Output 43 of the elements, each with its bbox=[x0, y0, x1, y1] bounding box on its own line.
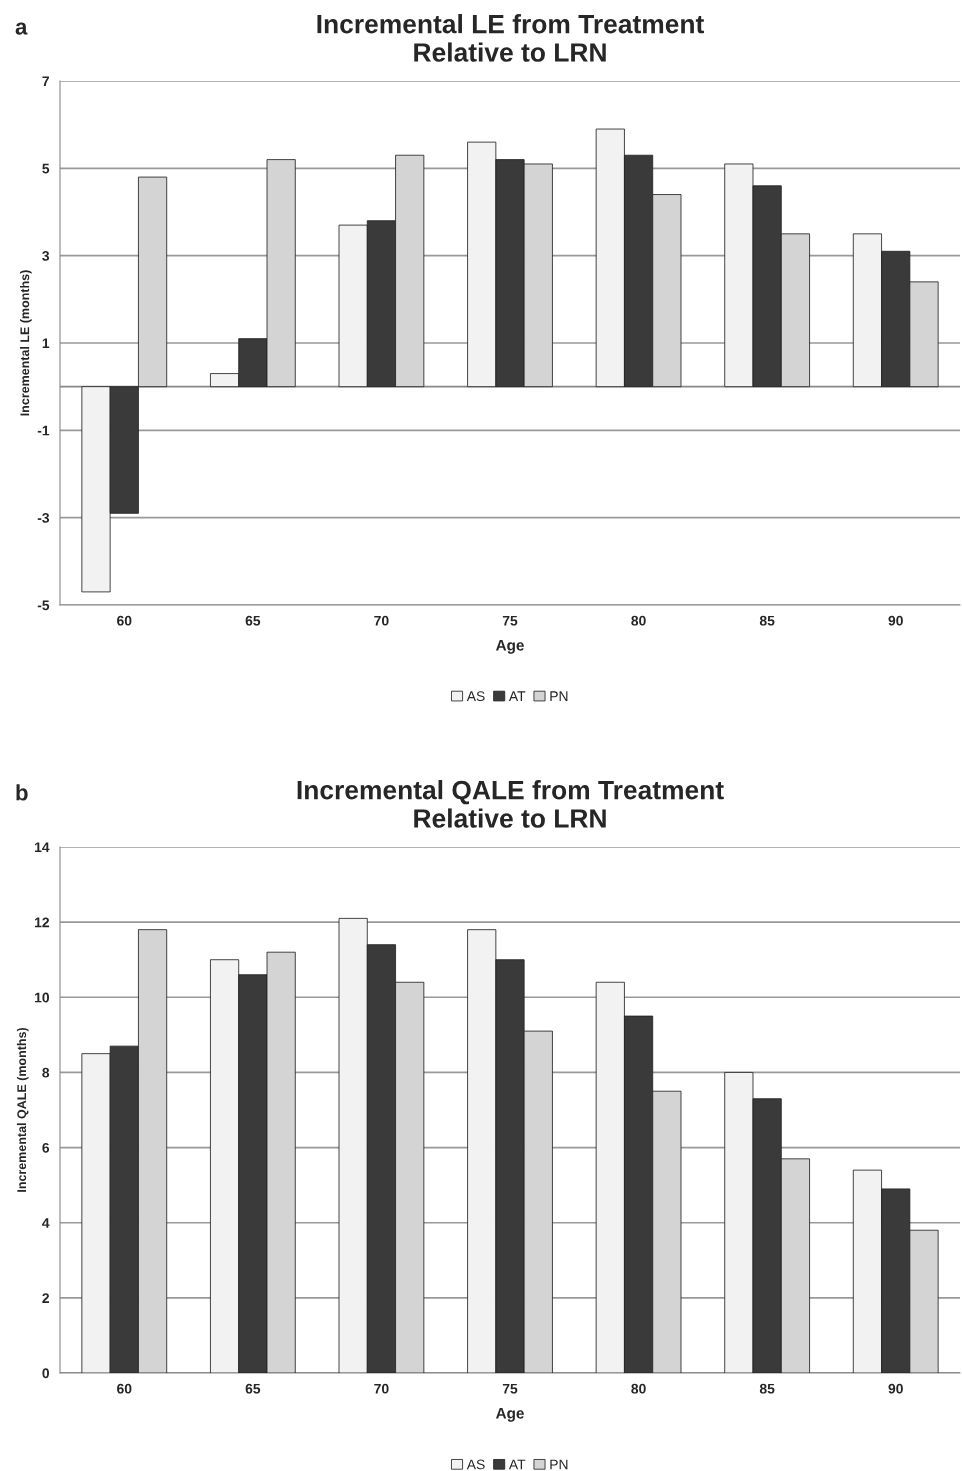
x-tick-label: 90 bbox=[888, 1383, 903, 1394]
y-axis-title: Incremental QALE (months) bbox=[16, 1027, 29, 1192]
x-tick-label: 75 bbox=[502, 1383, 518, 1394]
x-axis-title: Age bbox=[495, 639, 524, 654]
x-axis-title: Age bbox=[495, 1407, 524, 1422]
y-axis-title: Incremental LE (months) bbox=[20, 270, 32, 416]
chart-title: Incremental QALE from Treatment Relative to LRN bbox=[297, 780, 724, 828]
x-tick-label: 80 bbox=[631, 615, 646, 626]
x-tick-label: 65 bbox=[245, 1383, 261, 1394]
y-tick-label: 3 bbox=[42, 251, 50, 261]
x-tick-label: 60 bbox=[117, 1383, 132, 1394]
y-tick-label: 6 bbox=[42, 1142, 50, 1153]
legend-label: AS bbox=[466, 1459, 485, 1470]
y-tick-label: 2 bbox=[42, 1293, 50, 1303]
y-tick-label: 8 bbox=[42, 1067, 50, 1078]
x-tick-label: 90 bbox=[888, 615, 903, 626]
x-tick-label: 85 bbox=[759, 1383, 775, 1394]
x-tick-label: 70 bbox=[374, 1383, 389, 1394]
legend-label: PN bbox=[550, 1459, 568, 1470]
y-tick-label: -1 bbox=[37, 425, 50, 436]
y-tick-label: 14 bbox=[35, 842, 50, 853]
chart-title: Incremental LE from Treatment Relative to LRN bbox=[317, 14, 704, 62]
x-tick-label: 85 bbox=[759, 615, 775, 626]
legend-label: AT bbox=[508, 1459, 526, 1470]
x-tick-label: 75 bbox=[502, 615, 518, 626]
y-tick-label: 1 bbox=[42, 338, 50, 349]
legend-label: AT bbox=[508, 691, 526, 701]
y-tick-label: 5 bbox=[42, 163, 50, 174]
text: a bbox=[15, 22, 28, 35]
y-tick-label: -5 bbox=[37, 600, 50, 611]
x-tick-label: 60 bbox=[117, 615, 132, 626]
y-tick-label: 4 bbox=[42, 1218, 50, 1228]
y-tick-label: 12 bbox=[35, 917, 50, 928]
x-tick-label: 80 bbox=[631, 1383, 646, 1394]
y-tick-label: 7 bbox=[42, 76, 49, 87]
y-tick-label: 0 bbox=[42, 1368, 50, 1379]
text: b bbox=[16, 784, 28, 801]
x-tick-label: 70 bbox=[374, 615, 389, 626]
y-tick-label: 10 bbox=[35, 992, 50, 1003]
legend-label: PN bbox=[550, 691, 568, 701]
y-tick-label: -3 bbox=[37, 513, 50, 523]
x-tick-label: 65 bbox=[245, 615, 261, 626]
legend-label: AS bbox=[466, 691, 485, 702]
